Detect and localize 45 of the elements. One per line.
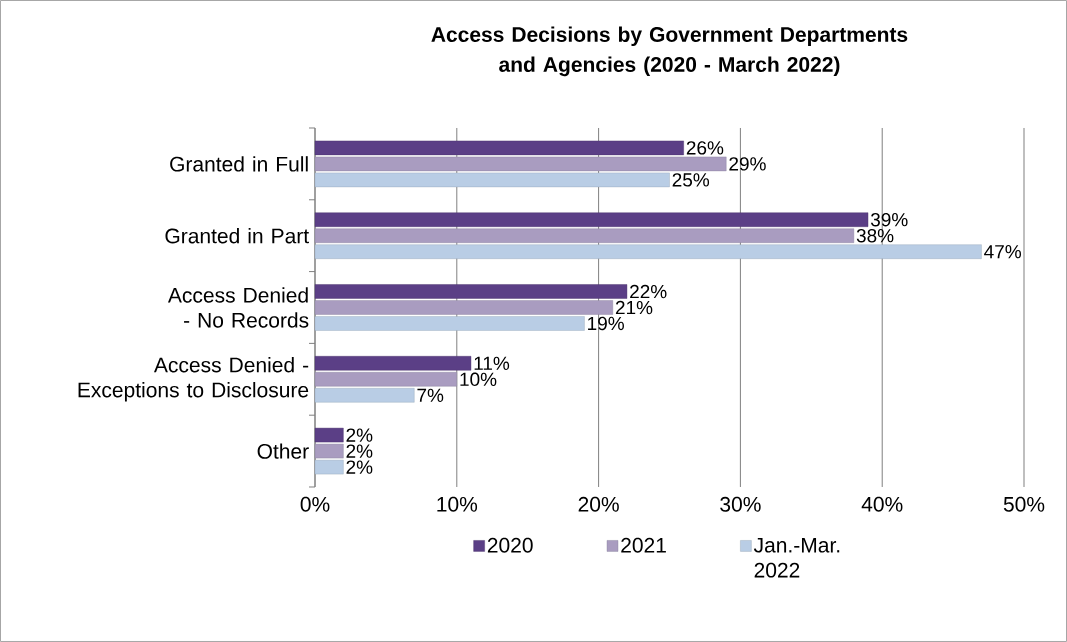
bar bbox=[314, 316, 585, 331]
data-label: 26% bbox=[686, 141, 724, 155]
data-label: 11% bbox=[474, 356, 510, 370]
data-label: 47% bbox=[984, 245, 1022, 259]
data-label: 19% bbox=[588, 316, 624, 331]
legend-label: Jan.-Mar. 2022 bbox=[753, 537, 840, 578]
bar bbox=[314, 443, 344, 459]
data-label: 25% bbox=[672, 173, 710, 187]
bar bbox=[314, 244, 982, 259]
x-tick-label: 10% bbox=[437, 496, 478, 512]
legend-label: 2021 bbox=[621, 537, 666, 553]
data-label: 2% bbox=[346, 444, 373, 458]
x-tick-label: 30% bbox=[720, 496, 761, 512]
bar bbox=[314, 284, 628, 299]
bar bbox=[314, 228, 855, 243]
y-tick-label: Access Denied - No Records bbox=[167, 287, 309, 328]
y-tick-label: Granted in Part bbox=[165, 227, 309, 244]
x-tick-label: 50% bbox=[1003, 496, 1045, 512]
data-label: 39% bbox=[870, 212, 908, 227]
x-tick-label: 20% bbox=[578, 496, 619, 512]
bar bbox=[314, 459, 344, 475]
bar bbox=[314, 427, 344, 443]
bar bbox=[314, 140, 684, 156]
data-label: 2% bbox=[346, 460, 373, 474]
data-label: 21% bbox=[615, 300, 653, 315]
bar bbox=[314, 388, 415, 403]
x-tick-label: 0% bbox=[300, 496, 330, 512]
data-label: 7% bbox=[417, 388, 444, 402]
y-tick-label: Granted in Full bbox=[170, 156, 308, 172]
y-tick-label: Access Denied - Exceptions to Disclosure bbox=[78, 357, 309, 402]
bar bbox=[314, 172, 670, 188]
data-label: 2% bbox=[346, 428, 373, 442]
data-label: 10% bbox=[460, 372, 497, 387]
bar bbox=[314, 356, 472, 371]
bar bbox=[314, 300, 613, 315]
chart-title: Access Decisions by Government Departments and Agencies (2020 - March 2022) bbox=[431, 26, 908, 77]
data-label: 29% bbox=[729, 157, 766, 171]
bar bbox=[314, 372, 458, 387]
legend-label: 2020 bbox=[487, 537, 533, 553]
bar bbox=[314, 156, 727, 172]
x-tick-label: 40% bbox=[861, 496, 903, 512]
data-label: 38% bbox=[856, 228, 894, 243]
data-label: 22% bbox=[630, 284, 667, 299]
y-tick-label: Other bbox=[257, 443, 309, 459]
bar bbox=[314, 212, 869, 227]
